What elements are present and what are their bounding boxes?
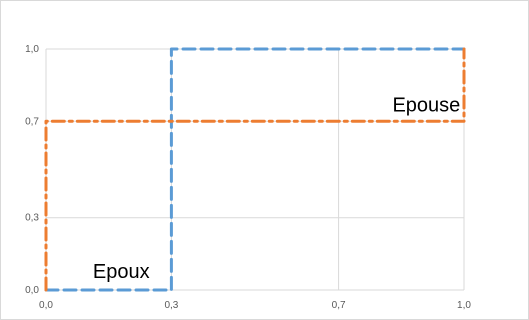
x-tick-label: 0,3 — [164, 300, 178, 311]
x-tick-label: 0,0 — [39, 300, 53, 311]
annotation-label: Epoux — [93, 261, 150, 283]
x-tick-label: 1,0 — [457, 300, 471, 311]
y-tick-label: 1,0 — [25, 44, 39, 55]
x-tick-label: 0,7 — [332, 300, 346, 311]
y-tick-label: 0,3 — [25, 213, 39, 224]
series-line-epouse — [44, 47, 466, 292]
y-tick-label: 0,0 — [25, 285, 39, 296]
annotations: Epoux Epouse — [93, 95, 460, 283]
annotation-label: Epouse — [392, 95, 460, 117]
grid-lines — [45, 48, 465, 291]
series-lines — [44, 47, 466, 292]
y-tick-label: 0,7 — [25, 116, 39, 127]
series-line-epoux — [44, 47, 466, 292]
tick-labels: 0,0 0,3 0,7 1,0 0,0 0,3 0,7 1,0 — [25, 44, 471, 311]
